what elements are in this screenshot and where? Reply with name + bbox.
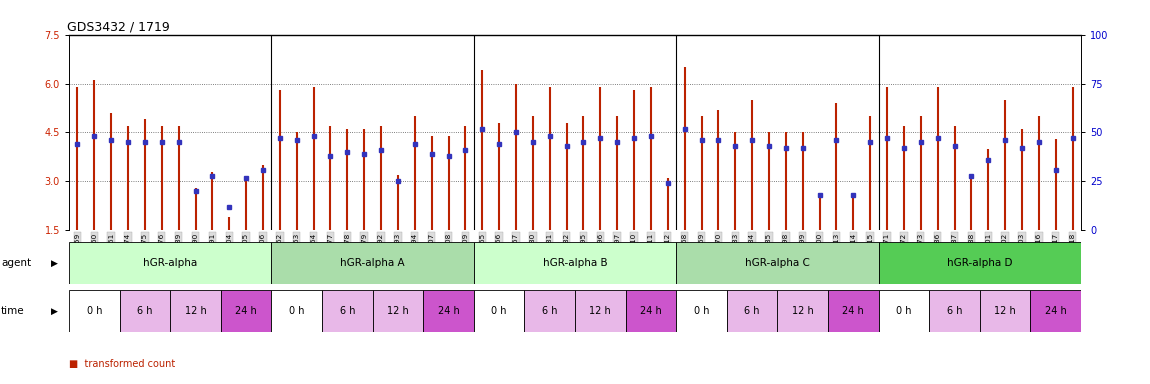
Bar	[575, 290, 626, 332]
Bar	[170, 290, 221, 332]
Text: 0 h: 0 h	[289, 306, 305, 316]
Text: 24 h: 24 h	[641, 306, 661, 316]
Text: agent: agent	[1, 258, 31, 268]
Bar	[322, 290, 373, 332]
Bar	[474, 290, 524, 332]
Text: 24 h: 24 h	[438, 306, 459, 316]
Bar	[828, 290, 879, 332]
Bar	[271, 290, 322, 332]
Bar	[1030, 290, 1081, 332]
Text: GDS3432 / 1719: GDS3432 / 1719	[67, 20, 170, 33]
Text: 6 h: 6 h	[339, 306, 355, 316]
Text: hGR-alpha C: hGR-alpha C	[745, 258, 810, 268]
Bar	[524, 290, 575, 332]
Text: 6 h: 6 h	[137, 306, 153, 316]
Text: 12 h: 12 h	[995, 306, 1015, 316]
Bar	[423, 290, 474, 332]
Bar	[474, 242, 676, 284]
Bar	[120, 290, 170, 332]
Bar	[676, 290, 727, 332]
Text: ▶: ▶	[51, 258, 58, 268]
Text: 24 h: 24 h	[843, 306, 864, 316]
Text: 6 h: 6 h	[744, 306, 760, 316]
Text: ■  transformed count: ■ transformed count	[69, 359, 175, 369]
Text: 0 h: 0 h	[491, 306, 507, 316]
Text: 0 h: 0 h	[86, 306, 102, 316]
Text: 12 h: 12 h	[792, 306, 813, 316]
Bar	[626, 290, 676, 332]
Text: hGR-alpha A: hGR-alpha A	[340, 258, 405, 268]
Text: 6 h: 6 h	[946, 306, 963, 316]
Text: hGR-alpha B: hGR-alpha B	[543, 258, 607, 268]
Bar	[929, 290, 980, 332]
Bar	[777, 290, 828, 332]
Bar	[69, 290, 120, 332]
Bar	[879, 290, 929, 332]
Text: 0 h: 0 h	[896, 306, 912, 316]
Text: 24 h: 24 h	[1045, 306, 1066, 316]
Text: 12 h: 12 h	[185, 306, 206, 316]
Bar	[271, 242, 474, 284]
Bar	[69, 242, 271, 284]
Bar	[879, 242, 1081, 284]
Bar	[676, 242, 879, 284]
Text: hGR-alpha D: hGR-alpha D	[948, 258, 1012, 268]
Text: ▶: ▶	[51, 306, 58, 316]
Text: 12 h: 12 h	[388, 306, 408, 316]
Text: 0 h: 0 h	[693, 306, 710, 316]
Bar	[221, 290, 271, 332]
Bar	[727, 290, 777, 332]
Text: hGR-alpha: hGR-alpha	[143, 258, 198, 268]
Bar	[373, 290, 423, 332]
Bar	[980, 290, 1030, 332]
Text: 6 h: 6 h	[542, 306, 558, 316]
Text: time: time	[1, 306, 25, 316]
Text: 12 h: 12 h	[590, 306, 611, 316]
Text: 24 h: 24 h	[236, 306, 256, 316]
